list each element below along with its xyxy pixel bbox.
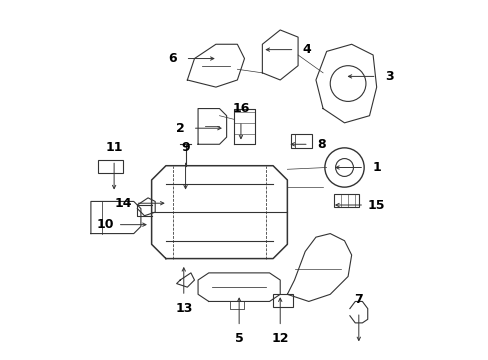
Text: 15: 15 [367,198,385,212]
Text: 16: 16 [232,102,249,115]
Text: 8: 8 [316,138,325,151]
Bar [290,134,312,148]
Text: 12: 12 [271,333,288,346]
Text: 6: 6 [168,52,177,65]
Bar [333,194,358,207]
Text: 4: 4 [302,43,311,56]
Text: 11: 11 [105,141,122,154]
Text: 14: 14 [114,197,132,210]
Bar [98,160,123,173]
Text: 3: 3 [384,70,393,83]
Bar [272,294,292,307]
Text: 2: 2 [176,122,184,135]
Text: 13: 13 [175,302,192,315]
Text: 5: 5 [234,333,243,346]
Text: 10: 10 [96,218,114,231]
Text: 9: 9 [181,141,189,154]
Text: 1: 1 [371,161,380,174]
Text: 7: 7 [354,293,363,306]
